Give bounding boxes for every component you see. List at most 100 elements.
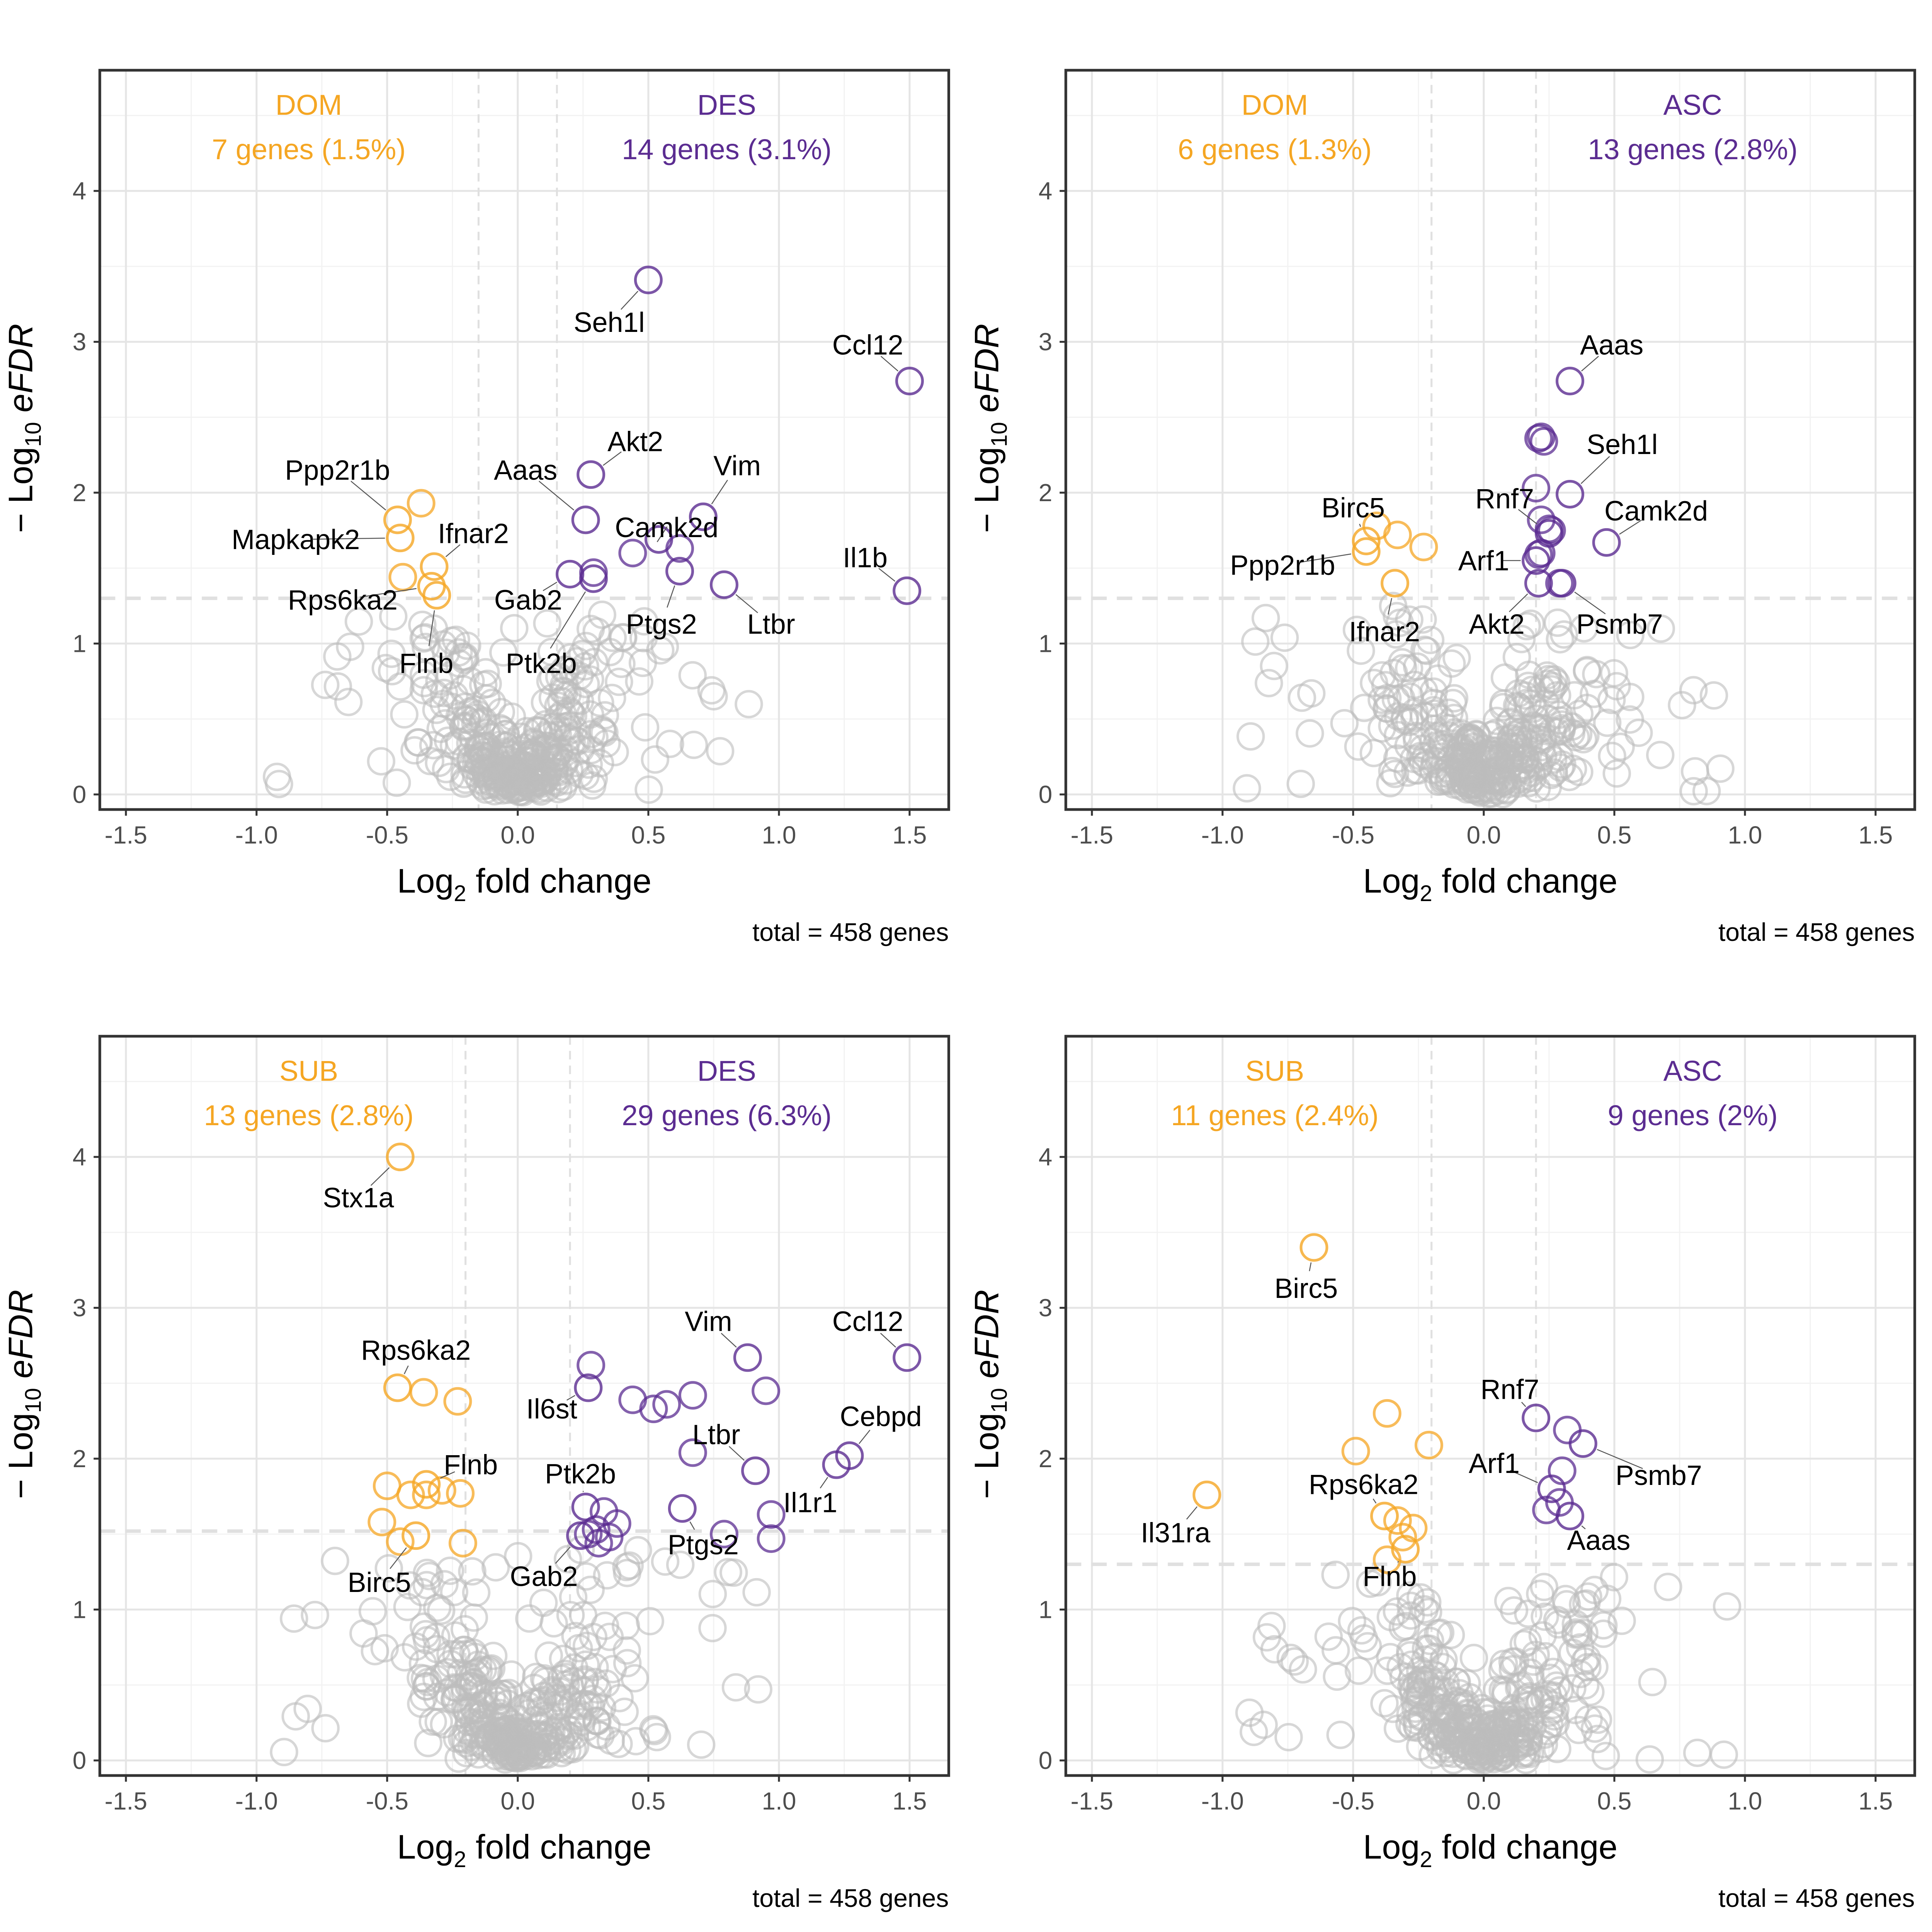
y-tick-label: 0	[73, 1747, 87, 1774]
gene-label: Il6st	[526, 1394, 577, 1425]
x-axis-title-main: Log	[1363, 862, 1420, 900]
total-genes-caption: total = 458 genes	[752, 1884, 949, 1912]
x-tick-label: -1.0	[1201, 821, 1244, 849]
y-tick-label: 2	[1039, 1445, 1053, 1473]
y-axis-title-subscript: 10	[20, 1388, 46, 1413]
x-axis-title: Log2 fold change	[397, 862, 652, 906]
left-group-name: SUB	[279, 1055, 338, 1087]
left-group-count: 13 genes (2.8%)	[204, 1099, 414, 1131]
gene-label: Seh1l	[1587, 429, 1658, 460]
x-tick-label: -1.5	[1071, 1787, 1113, 1815]
gene-label: Ptgs2	[626, 609, 697, 640]
x-axis-title-main: Log	[397, 862, 454, 900]
x-tick-label: 1.5	[892, 821, 927, 849]
left-group-count: 11 genes (2.4%)	[1171, 1099, 1379, 1131]
x-tick-label: -0.5	[1332, 1787, 1374, 1815]
y-tick-label: 2	[1039, 479, 1053, 507]
left-group-count: 6 genes (1.3%)	[1178, 133, 1372, 165]
x-tick-label: 0.5	[1597, 1787, 1631, 1815]
total-genes-caption: total = 458 genes	[1718, 1884, 1915, 1912]
y-axis-title-rest: eFDR	[967, 1290, 1005, 1388]
left-group-name: DOM	[276, 89, 342, 121]
x-tick-label: 1.0	[1728, 1787, 1762, 1815]
gene-label: Il31ra	[1141, 1517, 1211, 1548]
y-axis-title-rest: eFDR	[1, 324, 39, 422]
gene-label: Akt2	[1469, 609, 1525, 640]
x-tick-label: 1.0	[762, 821, 796, 849]
gene-label: Ltbr	[692, 1420, 740, 1451]
gene-label: Rps6ka2	[1309, 1469, 1418, 1500]
y-tick-label: 0	[1039, 781, 1053, 808]
x-tick-label: 0.5	[631, 1787, 665, 1815]
gene-label: Rps6ka2	[361, 1335, 471, 1366]
y-tick-label: 2	[73, 479, 87, 507]
gene-label: Gab2	[510, 1561, 578, 1592]
x-axis-title-subscript: 2	[454, 881, 466, 906]
y-tick-label: 0	[1039, 1747, 1053, 1774]
x-tick-label: -1.0	[235, 1787, 278, 1815]
x-tick-label: 0.5	[1597, 821, 1631, 849]
y-axis-title-subscript: 10	[20, 422, 46, 447]
x-axis-title-rest: fold change	[1432, 862, 1618, 900]
right-group-count: 14 genes (3.1%)	[622, 133, 832, 165]
x-tick-label: 0.0	[1466, 1787, 1501, 1815]
gene-label: Camk2d	[615, 512, 718, 543]
gene-label: Birc5	[348, 1567, 411, 1598]
y-axis-title-subscript: 10	[986, 422, 1012, 447]
y-axis-title-main: − Log	[1, 447, 39, 533]
gene-label: Ccl12	[832, 330, 903, 361]
x-tick-label: -0.5	[366, 821, 408, 849]
gene-label: Stx1a	[323, 1183, 394, 1214]
y-tick-label: 3	[1039, 328, 1053, 356]
y-axis-title-main: − Log	[967, 447, 1005, 533]
y-axis-title-rest: eFDR	[967, 324, 1005, 422]
gene-label: Vim	[685, 1306, 732, 1337]
x-tick-label: 0.0	[500, 1787, 535, 1815]
right-group-name: ASC	[1663, 1055, 1722, 1087]
x-tick-label: -1.5	[105, 1787, 147, 1815]
y-axis-title-main: − Log	[1, 1413, 39, 1499]
x-tick-label: -0.5	[1332, 821, 1374, 849]
x-axis-title: Log2 fold change	[1363, 1828, 1618, 1872]
right-group-name: DES	[697, 1055, 756, 1087]
gene-label: Akt2	[607, 426, 663, 457]
left-group-count: 7 genes (1.5%)	[212, 133, 406, 165]
gene-label: Ltbr	[747, 609, 795, 640]
gene-label: Camk2d	[1604, 496, 1708, 527]
total-genes-caption: total = 458 genes	[752, 918, 949, 946]
y-tick-label: 4	[1039, 177, 1053, 205]
right-group-count: 29 genes (6.3%)	[622, 1099, 832, 1131]
gene-label: Aaas	[1580, 330, 1643, 361]
x-axis-title-subscript: 2	[1420, 1847, 1432, 1872]
gene-label: Birc5	[1321, 493, 1385, 524]
x-tick-label: 1.0	[762, 1787, 796, 1815]
gene-label: Mapkapk2	[231, 524, 360, 555]
left-group-name: SUB	[1245, 1055, 1304, 1087]
total-genes-caption: total = 458 genes	[1718, 918, 1915, 946]
gene-label: Il1b	[843, 543, 888, 573]
gene-label: Arf1	[1469, 1448, 1520, 1479]
gene-label: Rnf7	[1475, 484, 1534, 515]
x-axis-title-subscript: 2	[454, 1847, 466, 1872]
x-axis-title-rest: fold change	[466, 1828, 652, 1866]
right-group-name: DES	[697, 89, 756, 121]
gene-label: Ifnar2	[1349, 616, 1420, 647]
gene-label: Psmb7	[1576, 609, 1663, 640]
y-tick-label: 1	[73, 630, 87, 658]
y-tick-label: 3	[73, 328, 87, 356]
x-axis-title-rest: fold change	[1432, 1828, 1618, 1866]
y-tick-label: 3	[1039, 1294, 1053, 1322]
y-tick-label: 4	[73, 177, 87, 205]
gene-label: Birc5	[1274, 1273, 1338, 1304]
y-tick-label: 1	[73, 1596, 87, 1624]
x-tick-label: -1.0	[235, 821, 278, 849]
y-tick-label: 1	[1039, 630, 1053, 658]
gene-label: Psmb7	[1616, 1460, 1702, 1491]
x-axis-title: Log2 fold change	[1363, 862, 1618, 906]
left-group-name: DOM	[1242, 89, 1308, 121]
x-tick-label: -0.5	[366, 1787, 408, 1815]
x-axis-title-rest: fold change	[466, 862, 652, 900]
gene-label: Ptk2b	[506, 648, 577, 679]
